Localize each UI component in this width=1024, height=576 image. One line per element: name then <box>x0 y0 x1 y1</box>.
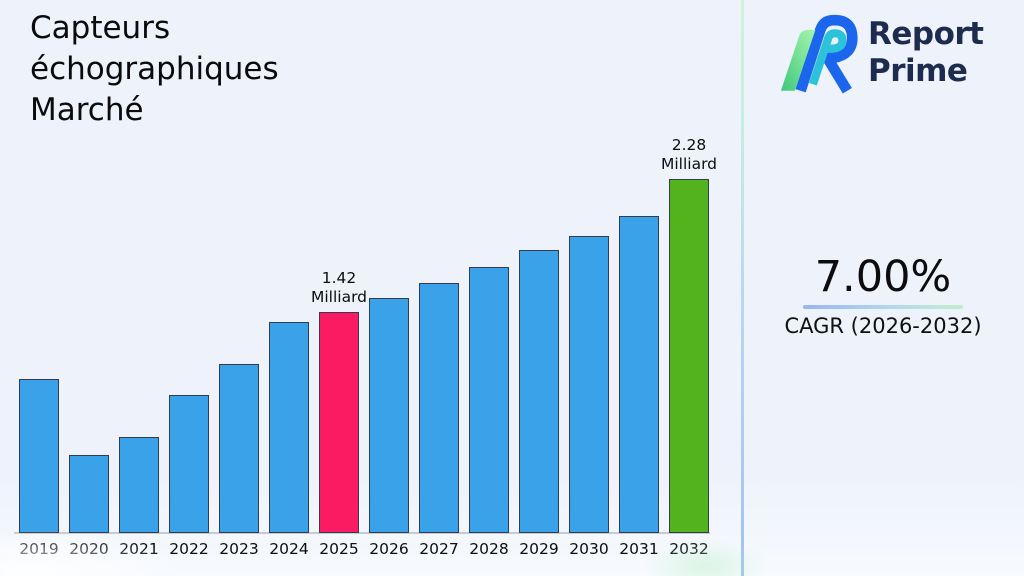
bar-2027 <box>419 283 459 533</box>
x-tick-2030: 2030 <box>569 540 609 558</box>
chart-title-line-1: Capteurs <box>30 10 171 46</box>
bar-2030 <box>569 236 609 533</box>
bar-2023 <box>219 364 259 533</box>
x-tick-2028: 2028 <box>469 540 509 558</box>
bar-2031 <box>619 216 659 533</box>
bar-2025 <box>319 312 359 533</box>
x-tick-2031: 2031 <box>619 540 659 558</box>
right-panel: Report Prime 7.00% CAGR (2026-2032) <box>742 0 1024 576</box>
brand-name-line-1: Report <box>868 16 984 52</box>
cagr-value: 7.00% <box>814 252 952 302</box>
report-prime-logo-icon <box>780 14 858 94</box>
x-tick-2024: 2024 <box>269 540 309 558</box>
panel-divider <box>741 0 744 576</box>
brand-name: Report Prime <box>868 16 984 90</box>
x-tick-2021: 2021 <box>119 540 159 558</box>
bar-2021 <box>119 437 159 533</box>
brand-name-line-2: Prime <box>868 53 968 89</box>
bar-label-2032: 2.28 Milliard <box>660 136 718 173</box>
bar-2026 <box>369 298 409 533</box>
x-tick-2026: 2026 <box>369 540 409 558</box>
chart-title-line-2: échographiques <box>30 51 279 87</box>
x-tick-2027: 2027 <box>419 540 459 558</box>
bar-2022 <box>169 395 209 533</box>
bar-2029 <box>519 250 559 533</box>
x-axis-line <box>14 532 710 534</box>
x-tick-2019: 2019 <box>19 540 59 558</box>
x-tick-2020: 2020 <box>69 540 109 558</box>
cagr-underline <box>803 305 963 309</box>
bar-2024 <box>269 322 309 533</box>
x-tick-2022: 2022 <box>169 540 209 558</box>
chart-title-line-3: Marché <box>30 92 144 128</box>
bar-2020 <box>69 455 109 533</box>
x-tick-2032: 2032 <box>669 540 709 558</box>
x-tick-2029: 2029 <box>519 540 559 558</box>
bar-2032 <box>669 179 709 533</box>
brand-logo: Report Prime <box>776 12 984 94</box>
x-tick-2023: 2023 <box>219 540 259 558</box>
chart-title: Capteurs échographiques Marché <box>30 8 279 131</box>
cagr-label: CAGR (2026-2032) <box>784 314 982 338</box>
x-tick-2025: 2025 <box>319 540 359 558</box>
bar-2028 <box>469 267 509 533</box>
bar-label-2025: 1.42 Milliard <box>310 269 368 306</box>
bar-2019 <box>19 379 59 533</box>
